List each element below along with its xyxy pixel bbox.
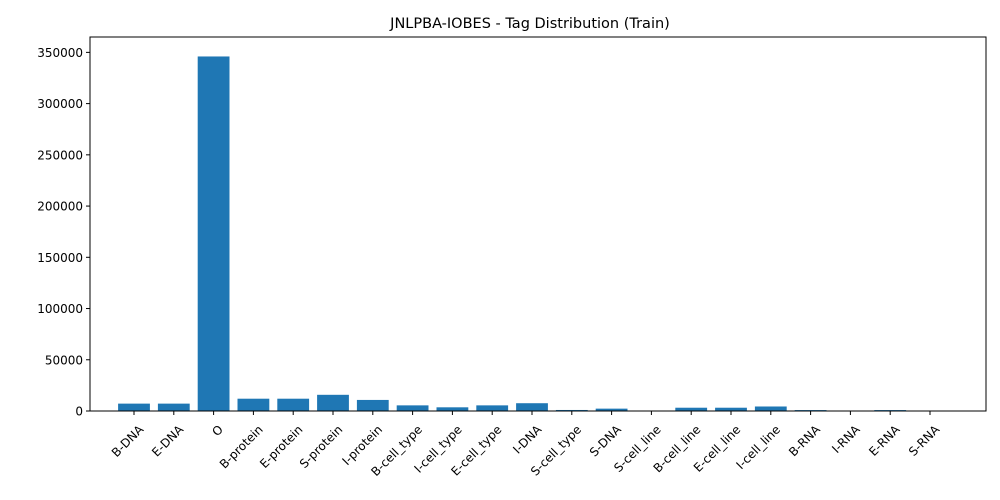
x-tick-label: I-cell_line <box>734 422 784 472</box>
x-tick-label: E-RNA <box>866 422 903 459</box>
bar-E-cell_line <box>715 407 747 411</box>
y-tick-label: 200000 <box>37 200 83 214</box>
y-tick-label: 100000 <box>37 302 83 316</box>
bar-B-DNA <box>118 403 150 411</box>
bar-S-cell_type <box>555 409 588 411</box>
bar-B-cell_line <box>675 407 708 411</box>
bar-I-cell_type <box>436 407 469 411</box>
x-tick-label: E-DNA <box>149 422 187 460</box>
y-tick-label: 150000 <box>37 251 83 265</box>
y-tick-label: 300000 <box>37 97 83 111</box>
y-tick-label: 0 <box>75 405 83 419</box>
x-tick-label: O <box>209 422 226 439</box>
x-tick-label: I-DNA <box>510 422 545 457</box>
y-tick-label: 350000 <box>37 46 83 60</box>
bar-E-protein <box>277 398 310 411</box>
bar-B-protein <box>237 398 270 411</box>
x-tick-label: S-protein <box>297 422 346 471</box>
bar-I-cell_line <box>754 406 787 411</box>
x-tick-label: B-DNA <box>109 422 147 460</box>
y-tick-label: 250000 <box>37 148 83 162</box>
x-tick-label: B-RNA <box>786 422 823 459</box>
y-tick-label: 50000 <box>45 353 83 367</box>
bars-group <box>118 56 946 411</box>
chart-title: JNLPBA-IOBES - Tag Distribution (Train) <box>389 16 670 32</box>
bar-E-cell_type <box>476 405 509 411</box>
bar-B-cell_type <box>396 405 429 411</box>
plot-frame <box>89 36 987 412</box>
bar-I-DNA <box>516 403 548 411</box>
bar-S-DNA <box>595 408 628 411</box>
bar-O <box>197 56 230 411</box>
bar-S-protein <box>317 394 349 411</box>
y-axis: 0 50000 100000 150000 200000 250000 300000 3500… <box>37 46 90 419</box>
bar-E-DNA <box>157 403 190 411</box>
x-tick-label: I-RNA <box>829 422 863 456</box>
x-tick-label: S-DNA <box>587 422 625 460</box>
x-tick-label: B-protein <box>217 422 266 471</box>
x-axis: B-DNA E-DNA OB-proteinE-proteinS-proteinI-… <box>109 411 943 479</box>
x-tick-label: S-RNA <box>906 422 943 459</box>
bar-I-protein <box>356 399 389 411</box>
